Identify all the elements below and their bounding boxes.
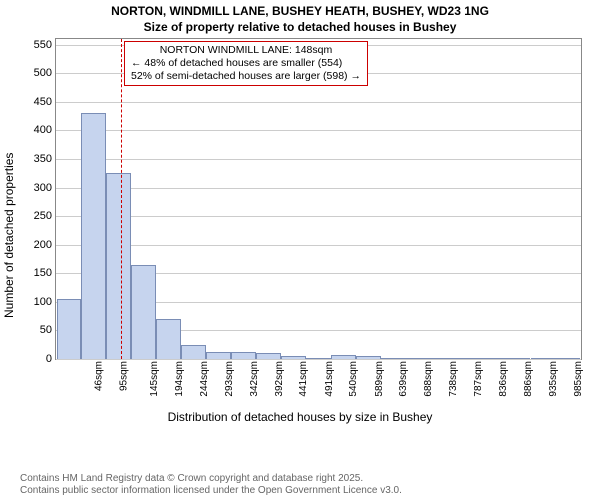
histogram-bar bbox=[456, 358, 481, 359]
reference-line bbox=[121, 39, 122, 359]
histogram-bar bbox=[331, 355, 356, 359]
histogram-bar bbox=[306, 358, 331, 359]
gridline bbox=[56, 102, 581, 103]
x-tick-label: 540sqm bbox=[348, 361, 359, 397]
histogram-bar bbox=[406, 358, 431, 359]
x-tick-label: 688sqm bbox=[423, 361, 434, 397]
histogram-bar bbox=[181, 345, 206, 359]
y-tick-label: 400 bbox=[34, 124, 52, 136]
annotation-line-larger: 52% of semi-detached houses are larger (… bbox=[131, 70, 361, 83]
histogram-bar bbox=[131, 265, 156, 359]
histogram-bar bbox=[81, 113, 106, 359]
y-tick-label: 550 bbox=[34, 39, 52, 51]
plot-area: 05010015020025030035040045050055046sqm95… bbox=[55, 38, 582, 360]
y-axis-label: Number of detached properties bbox=[2, 153, 16, 318]
y-tick-label: 500 bbox=[34, 67, 52, 79]
y-tick-label: 150 bbox=[34, 267, 52, 279]
gridline bbox=[56, 245, 581, 246]
gridline bbox=[56, 359, 581, 360]
y-tick-label: 300 bbox=[34, 182, 52, 194]
y-tick-label: 450 bbox=[34, 96, 52, 108]
x-tick-label: 639sqm bbox=[398, 361, 409, 397]
x-tick-label: 589sqm bbox=[374, 361, 385, 397]
x-tick-label: 441sqm bbox=[298, 361, 309, 397]
x-tick-label: 342sqm bbox=[249, 361, 260, 397]
footnote: Contains HM Land Registry data © Crown c… bbox=[20, 473, 402, 497]
histogram-bar bbox=[206, 352, 231, 359]
y-tick-label: 350 bbox=[34, 153, 52, 165]
title-line2: Size of property relative to detached ho… bbox=[0, 20, 600, 36]
y-tick-label: 100 bbox=[34, 296, 52, 308]
annotation-box: NORTON WINDMILL LANE: 148sqm← 48% of det… bbox=[124, 41, 368, 86]
x-tick-label: 145sqm bbox=[149, 361, 160, 397]
x-tick-label: 392sqm bbox=[274, 361, 285, 397]
gridline bbox=[56, 216, 581, 217]
gridline bbox=[56, 159, 581, 160]
x-tick-label: 985sqm bbox=[573, 361, 584, 397]
histogram-bar bbox=[381, 358, 406, 359]
x-tick-label: 886sqm bbox=[523, 361, 534, 397]
histogram-bar bbox=[231, 352, 256, 359]
x-tick-label: 787sqm bbox=[473, 361, 484, 397]
x-tick-label: 46sqm bbox=[93, 361, 104, 391]
histogram-bar bbox=[431, 358, 456, 359]
histogram-bar bbox=[481, 358, 506, 359]
y-tick-label: 50 bbox=[40, 324, 52, 336]
gridline bbox=[56, 130, 581, 131]
histogram-bar bbox=[281, 356, 306, 359]
histogram-bar bbox=[57, 299, 82, 359]
x-tick-label: 194sqm bbox=[174, 361, 185, 397]
x-tick-label: 738sqm bbox=[448, 361, 459, 397]
annotation-line-smaller: ← 48% of detached houses are smaller (55… bbox=[131, 57, 361, 70]
x-tick-label: 836sqm bbox=[498, 361, 509, 397]
histogram-bar bbox=[106, 173, 131, 359]
y-tick-label: 0 bbox=[46, 353, 52, 365]
x-tick-label: 293sqm bbox=[224, 361, 235, 397]
footnote-line1: Contains HM Land Registry data © Crown c… bbox=[20, 473, 402, 485]
gridline bbox=[56, 188, 581, 189]
histogram-bar bbox=[555, 358, 580, 359]
y-tick-label: 200 bbox=[34, 239, 52, 251]
histogram-bar bbox=[505, 358, 530, 359]
x-tick-label: 935sqm bbox=[548, 361, 559, 397]
histogram-bar bbox=[356, 356, 381, 359]
x-tick-label: 244sqm bbox=[199, 361, 210, 397]
x-axis-label: Distribution of detached houses by size … bbox=[0, 410, 600, 424]
footnote-line2: Contains public sector information licen… bbox=[20, 485, 402, 497]
chart-area: Number of detached properties 0501001502… bbox=[0, 38, 600, 448]
title-line1: NORTON, WINDMILL LANE, BUSHEY HEATH, BUS… bbox=[0, 4, 600, 20]
histogram-bar bbox=[156, 319, 181, 359]
annotation-title: NORTON WINDMILL LANE: 148sqm bbox=[131, 44, 361, 57]
y-tick-label: 250 bbox=[34, 210, 52, 222]
histogram-bar bbox=[256, 353, 281, 359]
x-tick-label: 95sqm bbox=[118, 361, 129, 391]
histogram-bar bbox=[531, 358, 556, 359]
chart-title: NORTON, WINDMILL LANE, BUSHEY HEATH, BUS… bbox=[0, 0, 600, 35]
x-tick-label: 491sqm bbox=[324, 361, 335, 397]
